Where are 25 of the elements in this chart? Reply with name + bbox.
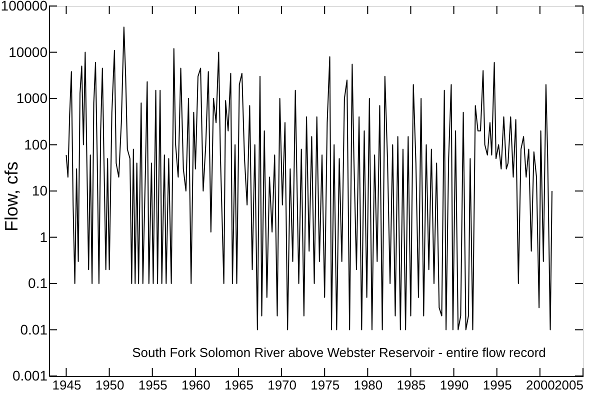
x-tick-label: 1990 bbox=[440, 378, 469, 392]
annotation: South Fork Solomon River above Webster Reservoir - entire flow record bbox=[132, 345, 546, 360]
x-tick-label: 1975 bbox=[310, 378, 340, 392]
y-tick-label: 10000 bbox=[8, 44, 48, 60]
x-tick-label: 1950 bbox=[95, 378, 124, 392]
x-tick-label: 2000 bbox=[526, 378, 555, 392]
y-tick-label: 0.1 bbox=[28, 275, 48, 291]
x-tick-label: 1945 bbox=[52, 378, 82, 392]
y-tick-label: 1 bbox=[40, 228, 48, 245]
x-tick-label: 1960 bbox=[181, 378, 210, 392]
y-tick-label: 100 bbox=[24, 136, 48, 152]
y-axis-title: Flow, cfs bbox=[2, 161, 22, 232]
y-tick-label: 100000 bbox=[0, 0, 48, 14]
x-tick-label: 1965 bbox=[224, 378, 254, 392]
x-tick-label: 1995 bbox=[482, 378, 512, 392]
x-tick-label: 1985 bbox=[396, 378, 426, 392]
y-tick-label: 0.001 bbox=[12, 368, 48, 384]
y-tick-label: 1000 bbox=[16, 90, 48, 106]
x-tick-label: 2005 bbox=[554, 378, 584, 392]
line-series bbox=[66, 26, 552, 330]
x-tick-label: 1970 bbox=[268, 378, 297, 392]
x-tick-label: 1955 bbox=[138, 378, 168, 392]
y-tick-label: 0.01 bbox=[20, 321, 48, 338]
y-tick-label: 10 bbox=[32, 182, 48, 198]
x-tick-label: 1980 bbox=[354, 378, 383, 392]
